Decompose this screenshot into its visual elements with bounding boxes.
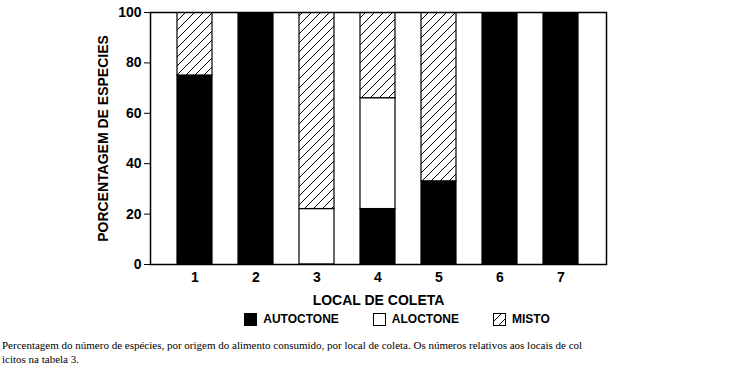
- svg-text:0: 0: [134, 256, 142, 272]
- html-text:AUTOCTONE: AUTOCTONE: [263, 312, 339, 326]
- html-text:Percentagem do número de espéc: Percentagem do número de espécies, por o…: [2, 339, 583, 351]
- svg-text:6: 6: [496, 269, 504, 285]
- svg-text:PORCENTAGEM DE ESPECIES: PORCENTAGEM DE ESPECIES: [95, 35, 111, 242]
- svg-text:100: 100: [118, 4, 142, 20]
- svg-text:60: 60: [126, 105, 142, 121]
- svg-text:80: 80: [126, 54, 142, 70]
- svg-text:2: 2: [252, 269, 260, 285]
- svg-text:1: 1: [191, 269, 199, 285]
- html-text:icitos na tabela 3.: icitos na tabela 3.: [2, 353, 79, 365]
- html-text:ALOCTONE: ALOCTONE: [391, 312, 459, 326]
- svg-text:5: 5: [435, 269, 443, 285]
- svg-text:40: 40: [126, 155, 142, 171]
- svg-text:20: 20: [126, 206, 142, 222]
- svg-text:3: 3: [313, 269, 321, 285]
- svg-text:7: 7: [557, 269, 565, 285]
- svg-text:LOCAL DE COLETA: LOCAL DE COLETA: [313, 292, 445, 308]
- html-text:MISTO: MISTO: [512, 312, 550, 326]
- svg-text:4: 4: [374, 269, 382, 285]
